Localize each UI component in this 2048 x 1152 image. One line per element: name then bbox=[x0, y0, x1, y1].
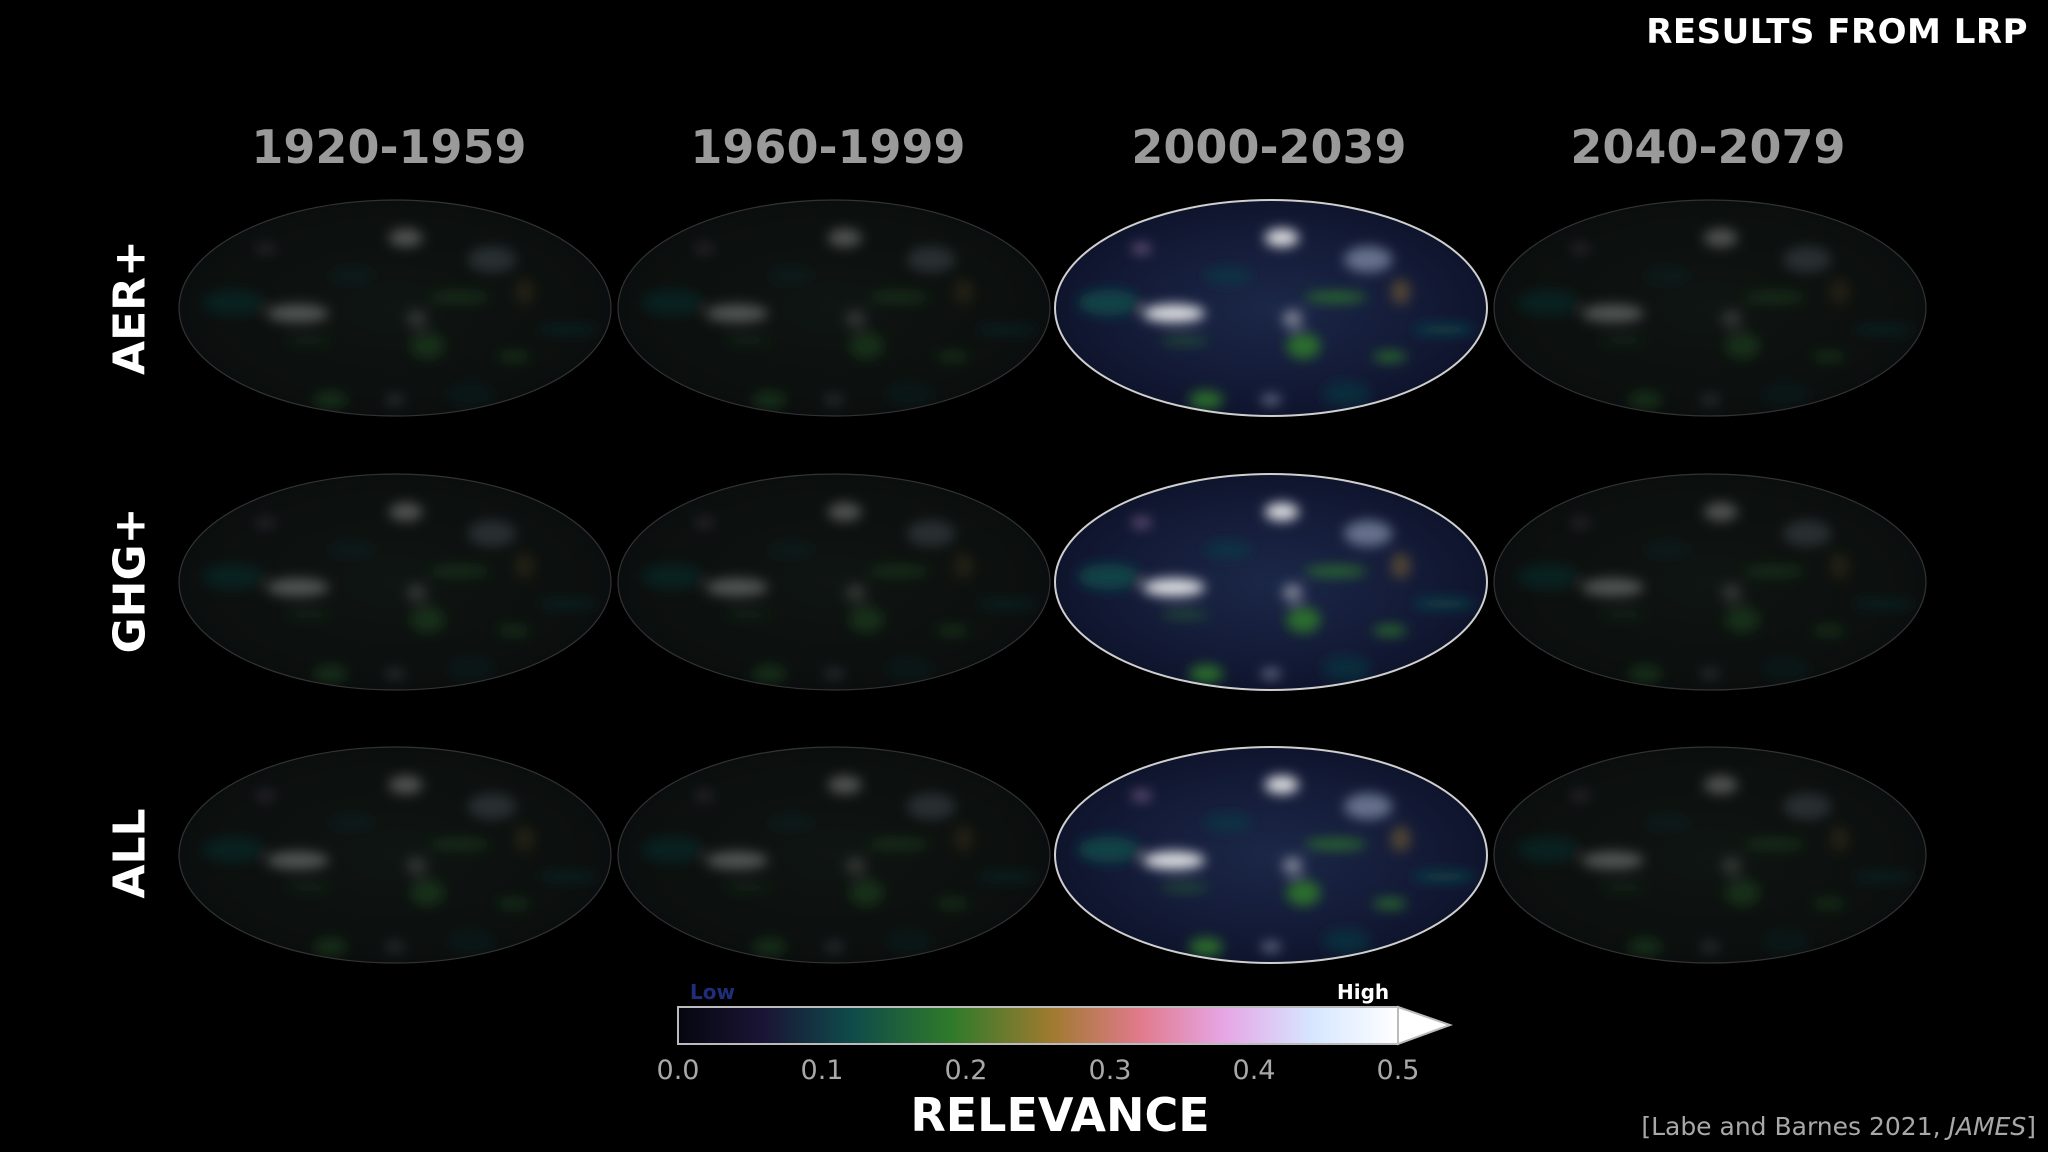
colorbar-tick-0: 0.0 bbox=[656, 1055, 700, 1086]
map-all-1920-1959 bbox=[178, 746, 612, 964]
map-ghg-plus-1920-1959 bbox=[178, 473, 612, 691]
map-all-1960-1999 bbox=[617, 746, 1051, 964]
colorbar-low-label: Low bbox=[690, 980, 735, 1004]
column-title-1: 1920-1959 bbox=[251, 120, 527, 174]
map-all-2000-2039 bbox=[1054, 746, 1488, 964]
colorbar-tick-4: 0.4 bbox=[1232, 1055, 1276, 1086]
map-ghg-plus-2040-2079 bbox=[1493, 473, 1927, 691]
map-ghg-plus-1960-1999 bbox=[617, 473, 1051, 691]
colorbar-tick-3: 0.3 bbox=[1088, 1055, 1132, 1086]
colorbar-tick-2: 0.2 bbox=[944, 1055, 988, 1086]
colorbar-extend-arrow bbox=[1397, 1005, 1453, 1046]
header-title: RESULTS FROM LRP bbox=[1646, 12, 2028, 52]
colorbar-tick-5: 0.5 bbox=[1376, 1055, 1420, 1086]
colorbar bbox=[677, 1005, 1453, 1046]
map-aer-plus-2000-2039 bbox=[1054, 199, 1488, 417]
citation: [Labe and Barnes 2021, JAMES] bbox=[1641, 1112, 2036, 1141]
map-ghg-plus-2000-2039 bbox=[1054, 473, 1488, 691]
colorbar-title: RELEVANCE bbox=[910, 1088, 1210, 1142]
map-all-2040-2079 bbox=[1493, 746, 1927, 964]
colorbar-gradient bbox=[677, 1006, 1399, 1045]
colorbar-high-label: High bbox=[1337, 980, 1390, 1004]
map-aer-plus-1920-1959 bbox=[178, 199, 612, 417]
map-aer-plus-1960-1999 bbox=[617, 199, 1051, 417]
column-title-2: 1960-1999 bbox=[690, 120, 966, 174]
map-aer-plus-2040-2079 bbox=[1493, 199, 1927, 417]
column-title-4: 2040-2079 bbox=[1570, 120, 1846, 174]
column-title-3: 2000-2039 bbox=[1131, 120, 1407, 174]
colorbar-tick-1: 0.1 bbox=[800, 1055, 844, 1086]
